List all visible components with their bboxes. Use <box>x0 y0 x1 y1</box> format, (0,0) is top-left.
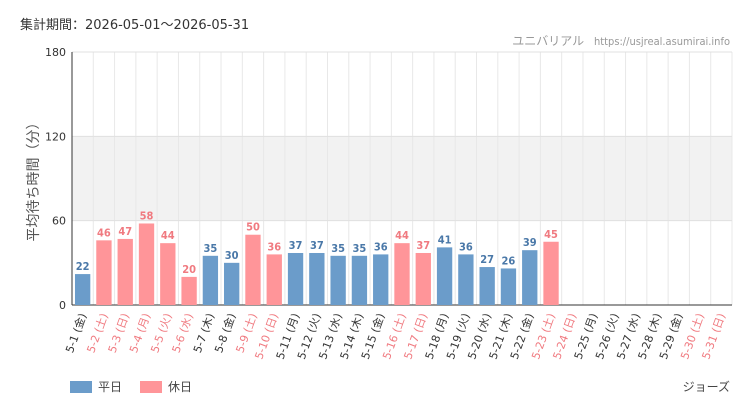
bar <box>436 247 453 305</box>
bar-value-label: 36 <box>374 240 388 253</box>
shaded-band <box>72 136 732 221</box>
bar <box>394 243 410 305</box>
bar <box>351 255 368 305</box>
bar <box>138 223 155 305</box>
bar <box>74 274 91 305</box>
bar <box>266 254 282 305</box>
site-name: ユニバリアル <box>512 34 585 48</box>
bar <box>415 252 431 305</box>
bar-value-label: 37 <box>310 239 324 252</box>
legend-weekday[interactable]: 平日 <box>70 378 122 395</box>
bar-value-label: 44 <box>395 229 409 242</box>
legend-holiday-swatch <box>140 380 163 393</box>
bar-value-label: 37 <box>289 239 303 252</box>
y-tick-label: 120 <box>45 130 66 143</box>
y-tick-label: 60 <box>52 215 66 228</box>
legend-weekday-swatch <box>70 380 92 393</box>
bar <box>458 254 474 305</box>
attraction-name: ジョーズ <box>682 380 730 394</box>
y-tick-label: 180 <box>45 46 66 59</box>
site-url: https://usjreal.asumirai.info <box>594 35 730 48</box>
bar <box>245 234 261 305</box>
bar-value-label: 36 <box>459 240 473 253</box>
bar-value-label: 26 <box>502 254 516 267</box>
bar-value-label: 39 <box>523 236 537 249</box>
legend: 平日 休日 <box>70 378 192 395</box>
y-axis-title: 平均待ち時間（分） <box>26 116 42 242</box>
site-credit: ユニバリアル https://usjreal.asumirai.info <box>512 32 730 49</box>
bar-value-label: 22 <box>76 260 90 273</box>
bar-value-label: 36 <box>267 240 281 253</box>
legend-holiday[interactable]: 休日 <box>140 378 192 395</box>
bar <box>160 243 176 305</box>
bar-value-label: 46 <box>97 226 111 239</box>
bar-value-label: 45 <box>544 228 558 241</box>
bar <box>287 252 304 305</box>
collection-period: 集計期間：2026-05-01～2026-05-31 <box>20 18 250 33</box>
bar <box>543 241 559 305</box>
bar-value-label: 27 <box>480 253 494 266</box>
bar-value-label: 50 <box>246 221 260 234</box>
bar-value-label: 35 <box>331 242 345 255</box>
bar <box>330 255 346 305</box>
bar <box>309 252 325 305</box>
bar-value-label: 30 <box>225 249 239 262</box>
bar-value-label: 58 <box>140 209 154 222</box>
bar <box>479 267 495 305</box>
bar <box>224 262 240 305</box>
bar <box>500 268 517 305</box>
bar <box>522 250 538 305</box>
bar-value-label: 20 <box>182 263 196 276</box>
legend-weekday-label: 平日 <box>98 380 123 394</box>
bar <box>96 240 112 305</box>
y-tick-label: 0 <box>59 299 66 312</box>
bar <box>181 276 197 305</box>
legend-holiday-label: 休日 <box>168 380 193 394</box>
bar-value-label: 47 <box>118 225 132 238</box>
bar <box>373 254 389 305</box>
bar-value-label: 44 <box>161 229 175 242</box>
bar-value-label: 41 <box>438 233 452 246</box>
bar-value-label: 35 <box>203 242 217 255</box>
bar-value-label: 35 <box>353 242 367 255</box>
bar <box>202 255 219 305</box>
bar <box>117 238 133 305</box>
bar-value-label: 37 <box>416 239 430 252</box>
